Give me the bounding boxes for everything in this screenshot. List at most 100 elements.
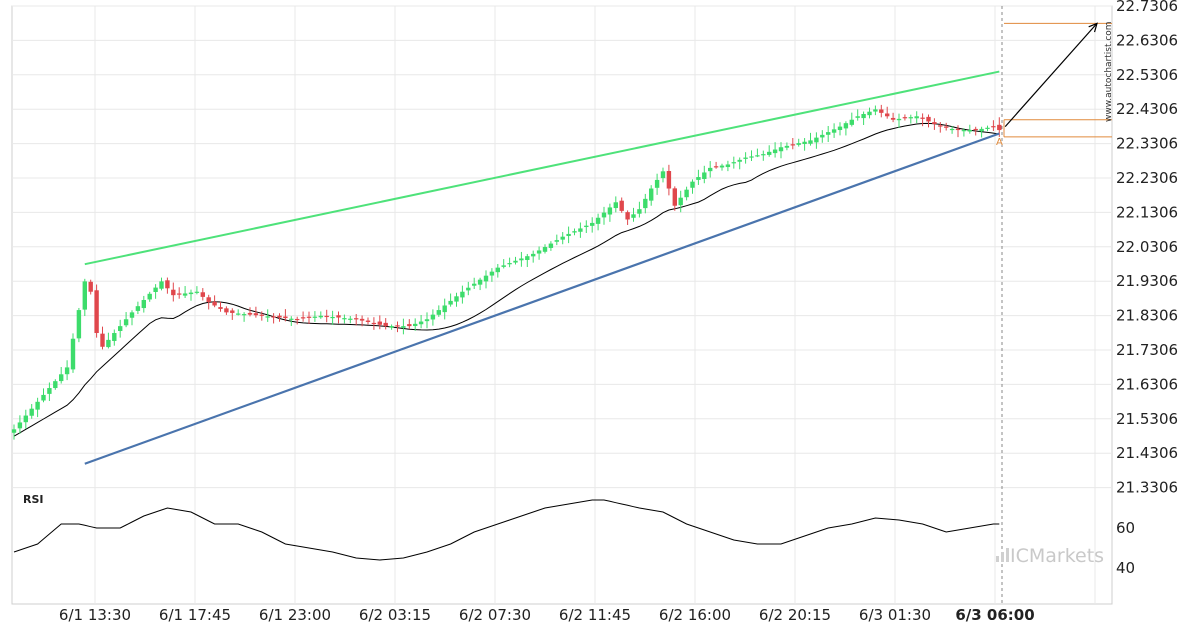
- candle-body: [855, 116, 860, 118]
- candle-body: [454, 296, 459, 302]
- y-tick-label: 22.5306: [1116, 66, 1178, 84]
- candle-body: [177, 293, 182, 295]
- candle-body: [330, 316, 335, 319]
- candle-body: [955, 128, 961, 131]
- candle-body: [377, 321, 382, 325]
- brand-icon: [996, 548, 1009, 562]
- candle-body: [743, 157, 748, 159]
- candle-body: [979, 128, 984, 132]
- candle-body: [300, 317, 306, 319]
- candle-body: [224, 308, 229, 313]
- candle-body: [265, 316, 270, 318]
- candle-body: [926, 116, 931, 122]
- candle-body: [259, 314, 264, 316]
- y-tick-label: 21.5306: [1116, 410, 1178, 428]
- y-tick-label: 22.0306: [1116, 238, 1178, 256]
- candle-body: [654, 179, 660, 188]
- candle-body: [949, 128, 955, 131]
- candle-body: [767, 151, 772, 155]
- candle-body: [690, 181, 695, 188]
- candle-body: [896, 118, 902, 121]
- candle-body: [696, 177, 701, 180]
- candle-body: [778, 147, 784, 152]
- projection-arrow: [1004, 23, 1098, 128]
- candle-body: [460, 291, 465, 298]
- candle-body: [82, 281, 87, 310]
- pattern-overlay: [84, 22, 1112, 465]
- y-tick-label: 21.8306: [1116, 307, 1178, 325]
- candle-body: [47, 388, 52, 394]
- candle-body: [991, 126, 996, 128]
- candle-body: [796, 143, 801, 145]
- candle-body: [342, 318, 347, 320]
- candle-body: [277, 315, 282, 318]
- candle-body: [11, 429, 17, 433]
- candle-body: [306, 316, 312, 318]
- candle-body: [973, 128, 978, 131]
- rsi-tick-label: 60: [1116, 519, 1135, 537]
- candle-body: [513, 260, 518, 263]
- projection-arrow-head: [1088, 22, 1098, 33]
- candle-body: [932, 122, 937, 125]
- candle-body: [820, 134, 825, 138]
- candle-body: [684, 189, 689, 198]
- candle-body: [477, 279, 483, 285]
- candle-body: [312, 316, 318, 318]
- candle-body: [873, 109, 878, 112]
- candle-body: [135, 306, 141, 311]
- candle-body: [548, 243, 554, 248]
- candle-body: [442, 305, 447, 313]
- candle-body: [466, 287, 471, 291]
- candle-body: [112, 333, 117, 341]
- candle-body: [348, 318, 353, 320]
- grid: [11, 5, 1113, 605]
- candle-body: [660, 171, 666, 179]
- candlestick-series: [11, 104, 1002, 440]
- candle-body: [666, 171, 672, 189]
- candle-body: [147, 293, 152, 300]
- candle-body: [64, 367, 70, 375]
- candle-body: [784, 145, 790, 148]
- candle-body: [194, 291, 200, 293]
- moving-average-path: [13, 122, 1000, 437]
- candle-body: [802, 141, 807, 144]
- candle-body: [507, 263, 512, 265]
- x-tick-label: 6/2 03:15: [359, 606, 431, 624]
- candle-body: [867, 111, 872, 116]
- watermark: www.autochartist.com: [1104, 21, 1114, 122]
- candle-body: [472, 283, 477, 286]
- candle-body: [554, 240, 559, 242]
- x-tick-label: 6/1 23:00: [259, 606, 331, 624]
- candle-body: [365, 320, 371, 322]
- candle-body: [76, 310, 82, 339]
- y-tick-label: 21.4306: [1116, 444, 1178, 462]
- candle-body: [418, 321, 424, 325]
- candle-body: [359, 318, 365, 321]
- x-tick-label: 6/3 06:00: [955, 606, 1034, 624]
- candle-body: [914, 116, 919, 119]
- candle-body: [725, 164, 731, 168]
- candle-body: [572, 231, 577, 233]
- y-tick-label: 21.6306: [1116, 375, 1178, 393]
- candle-body: [295, 318, 300, 321]
- candle-body: [289, 318, 294, 320]
- candle-body: [772, 149, 778, 154]
- candle-body: [938, 125, 943, 127]
- candle-body: [542, 247, 548, 252]
- candle-body: [944, 126, 949, 128]
- x-tick-label: 6/2 16:00: [659, 606, 731, 624]
- resistance-trendline: [84, 70, 1000, 266]
- brand-logo: ICMarkets: [996, 545, 1104, 567]
- y-tick-label: 22.6306: [1116, 31, 1178, 49]
- candle-body: [595, 217, 601, 224]
- x-tick-label: 6/2 20:15: [759, 606, 831, 624]
- candle-body: [389, 326, 394, 328]
- candle-body: [631, 214, 636, 218]
- candle-body: [755, 155, 760, 157]
- y-tick-label: 22.2306: [1116, 169, 1178, 187]
- candle-body: [141, 299, 146, 309]
- candle-body: [536, 250, 542, 254]
- rsi-line: [13, 499, 1000, 561]
- candle-body: [188, 292, 194, 295]
